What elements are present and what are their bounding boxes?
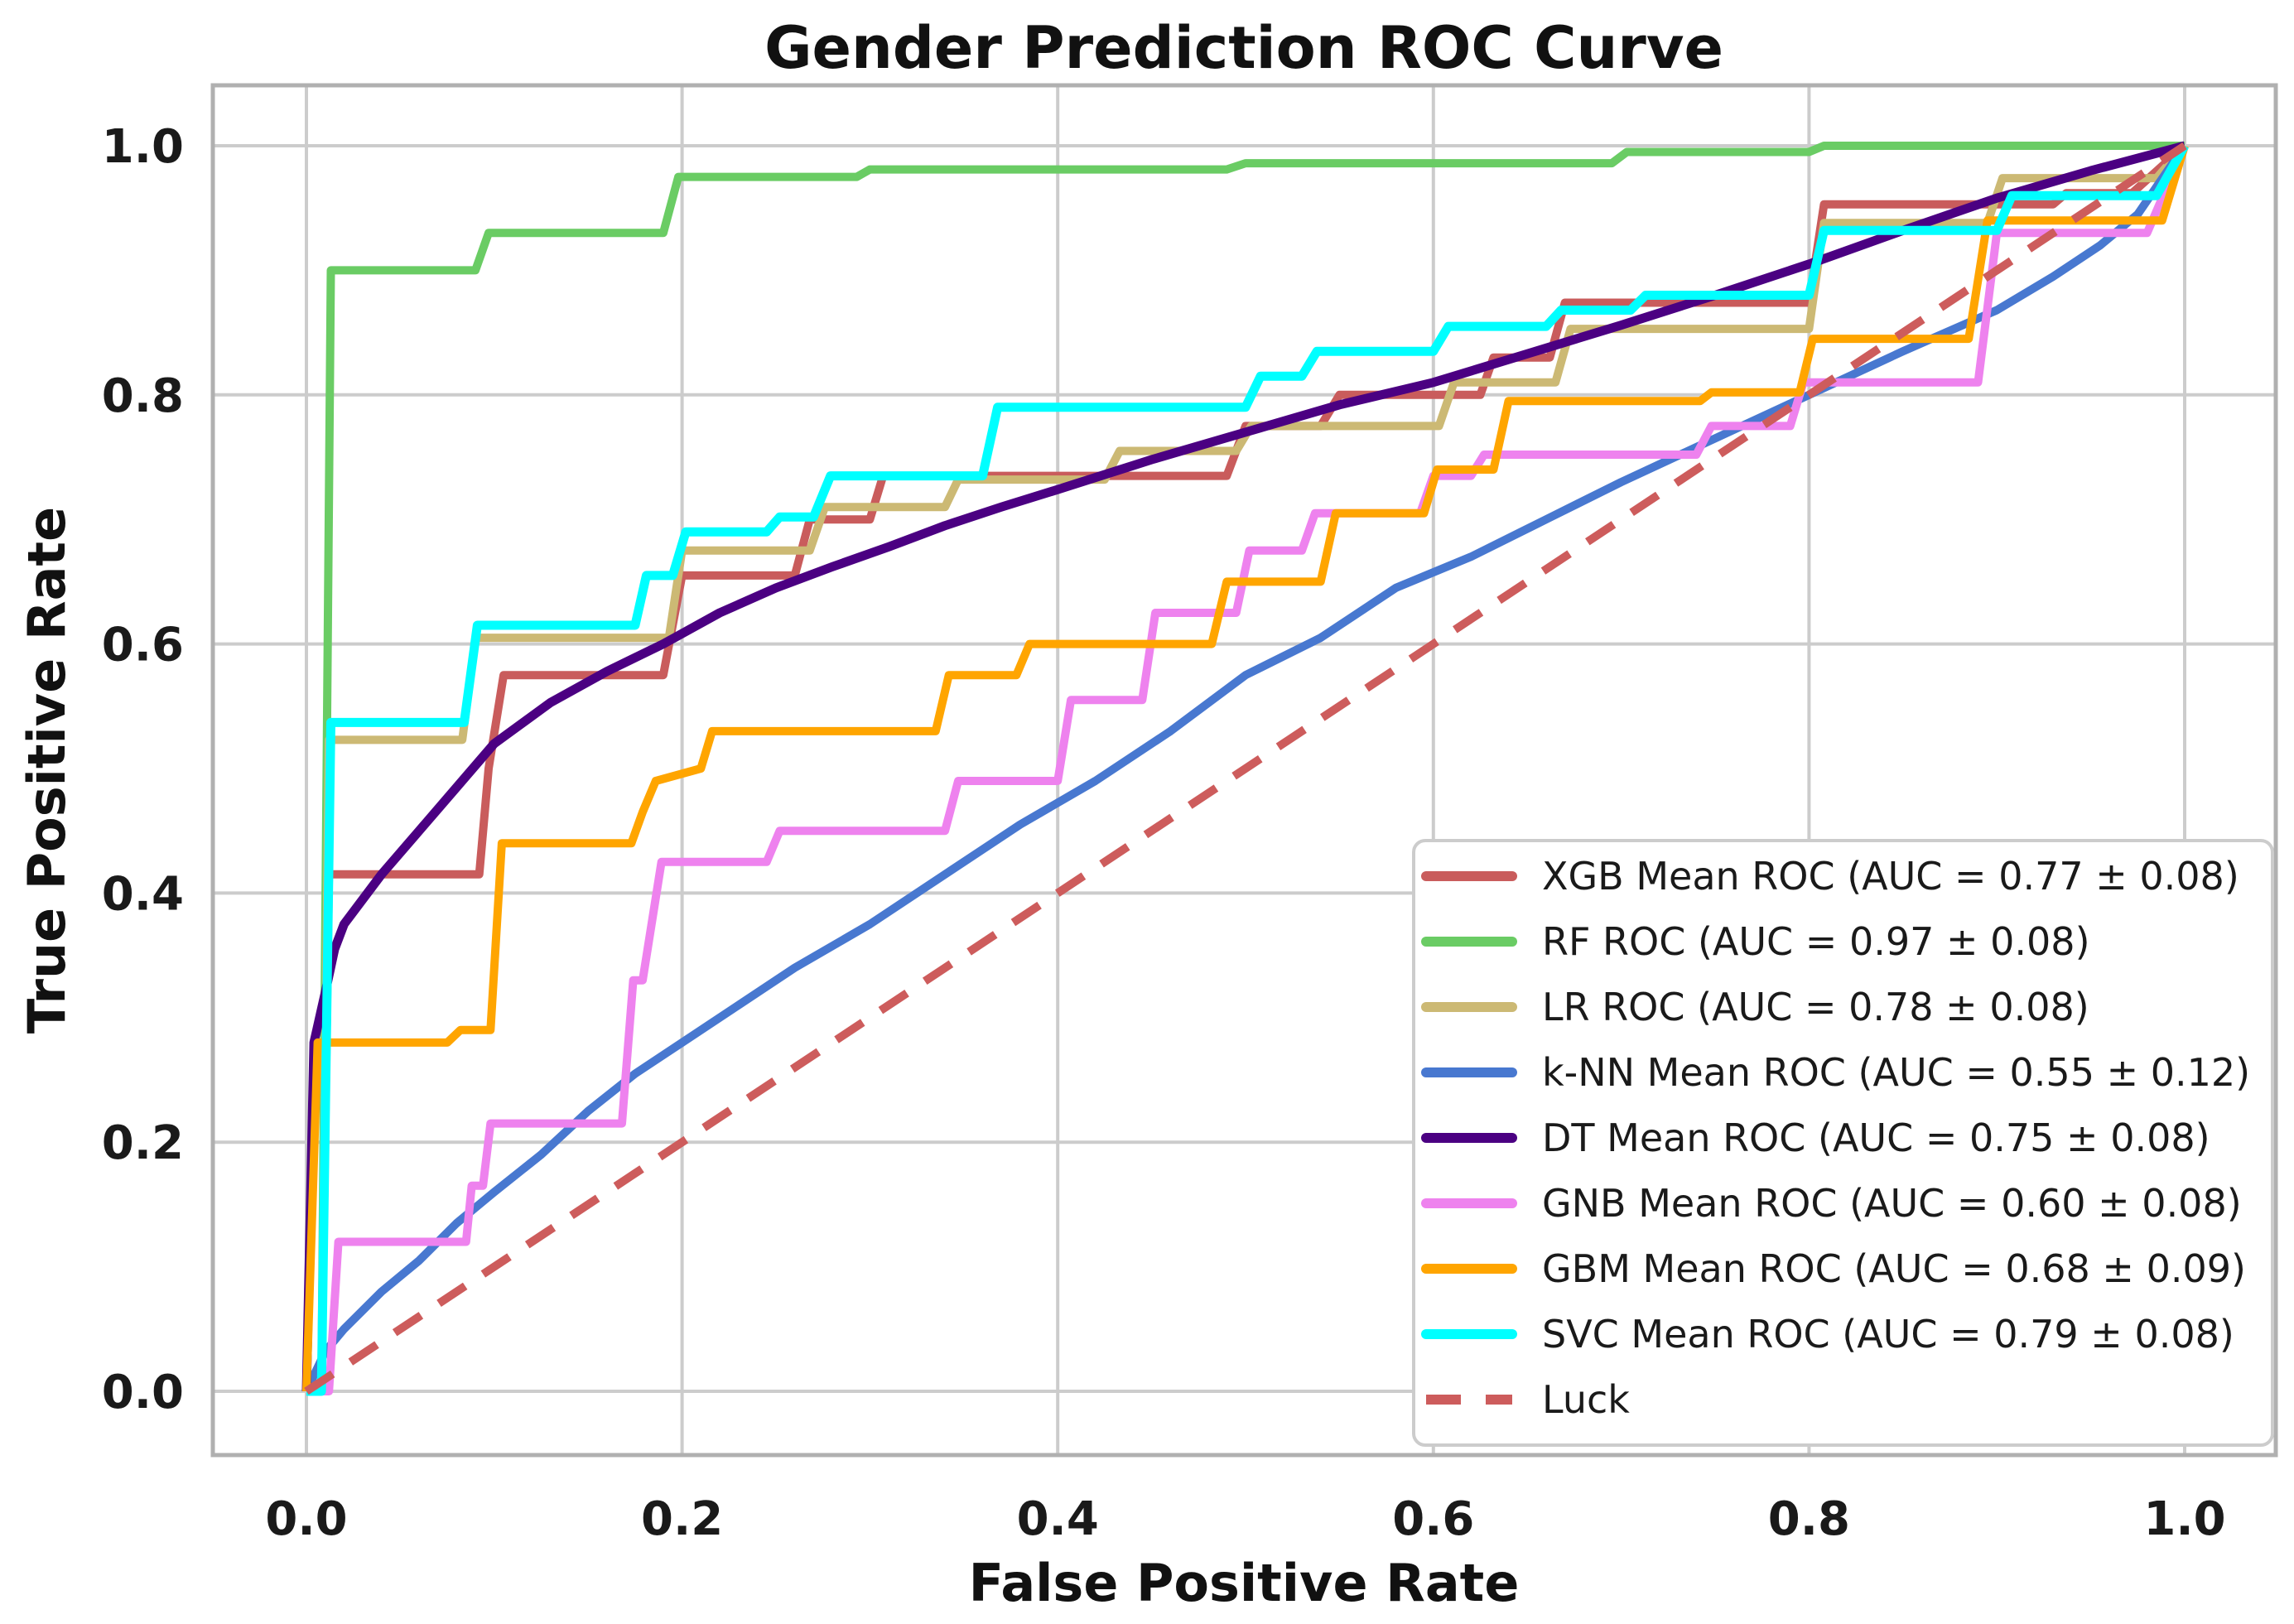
y-tick-labels: 0.0 0.2 0.4 0.6 0.8 1.0 xyxy=(102,120,184,1419)
roc-curves xyxy=(301,141,2189,1396)
x-tick-labels: 0.0 0.2 0.4 0.6 0.8 1.0 xyxy=(265,1492,2225,1546)
legend-label: GBM Mean ROC (AUC = 0.68 ± 0.09) xyxy=(1542,1246,2246,1291)
x-tick-label: 0.2 xyxy=(641,1492,723,1546)
x-axis-label: False Positive Rate xyxy=(969,1553,1520,1613)
roc-curve-gbm xyxy=(302,144,2189,1392)
legend-label: k-NN Mean ROC (AUC = 0.55 ± 0.12) xyxy=(1542,1050,2250,1095)
legend-box xyxy=(1412,839,2274,1447)
legend-entry-xgb: XGB Mean ROC (AUC = 0.77 ± 0.08) xyxy=(1421,854,2239,899)
x-tick-label: 0.0 xyxy=(265,1492,347,1546)
y-tick-label: 1.0 xyxy=(102,120,184,174)
legend-label: SVC Mean ROC (AUC = 0.79 ± 0.08) xyxy=(1542,1312,2234,1357)
legend: XGB Mean ROC (AUC = 0.77 ± 0.08) RF ROC (… xyxy=(1412,839,2274,1447)
plot-border xyxy=(210,83,2278,1458)
y-tick-label: 0.6 xyxy=(102,619,184,672)
roc-curve-rf xyxy=(306,142,2185,1395)
x-tick-label: 0.4 xyxy=(1017,1492,1099,1546)
roc-curve-gnb xyxy=(306,144,2189,1395)
legend-entry-gbm: GBM Mean ROC (AUC = 0.68 ± 0.09) xyxy=(1421,1246,2246,1291)
roc-curve-svc xyxy=(306,143,2189,1396)
y-tick-label: 0.8 xyxy=(102,369,184,423)
roc-curve-luck xyxy=(304,142,2187,1395)
legend-entry-lr: LR ROC (AUC = 0.78 ± 0.08) xyxy=(1421,985,2089,1029)
legend-label: XGB Mean ROC (AUC = 0.77 ± 0.08) xyxy=(1542,854,2239,899)
y-tick-label: 0.0 xyxy=(102,1366,184,1419)
legend-label: DT Mean ROC (AUC = 0.75 ± 0.08) xyxy=(1542,1116,2210,1160)
x-tick-label: 1.0 xyxy=(2143,1492,2225,1546)
legend-entry-luck: Luck xyxy=(1426,1377,1630,1422)
legend-entry-rf: RF ROC (AUC = 0.97 ± 0.08) xyxy=(1421,919,2090,964)
legend-entry-gnb: GNB Mean ROC (AUC = 0.60 ± 0.08) xyxy=(1421,1181,2242,1226)
roc-curve-k-nn xyxy=(302,143,2189,1394)
legend-label: Luck xyxy=(1542,1377,1630,1422)
x-tick-label: 0.6 xyxy=(1392,1492,1474,1546)
legend-entry-dt: DT Mean ROC (AUC = 0.75 ± 0.08) xyxy=(1421,1116,2210,1160)
legend-label: LR ROC (AUC = 0.78 ± 0.08) xyxy=(1542,985,2089,1029)
legend-entry-k-nn: k-NN Mean ROC (AUC = 0.55 ± 0.12) xyxy=(1421,1050,2250,1095)
chart-title: Gender Prediction ROC Curve xyxy=(764,14,1723,82)
y-axis-label: True Positive Rate xyxy=(17,507,77,1034)
legend-entry-svc: SVC Mean ROC (AUC = 0.79 ± 0.08) xyxy=(1421,1312,2234,1357)
legend-label: RF ROC (AUC = 0.97 ± 0.08) xyxy=(1542,919,2090,964)
y-tick-label: 0.2 xyxy=(102,1116,184,1170)
y-tick-label: 0.4 xyxy=(102,867,184,921)
x-tick-label: 0.8 xyxy=(1768,1492,1850,1546)
legend-label: GNB Mean ROC (AUC = 0.60 ± 0.08) xyxy=(1542,1181,2242,1226)
